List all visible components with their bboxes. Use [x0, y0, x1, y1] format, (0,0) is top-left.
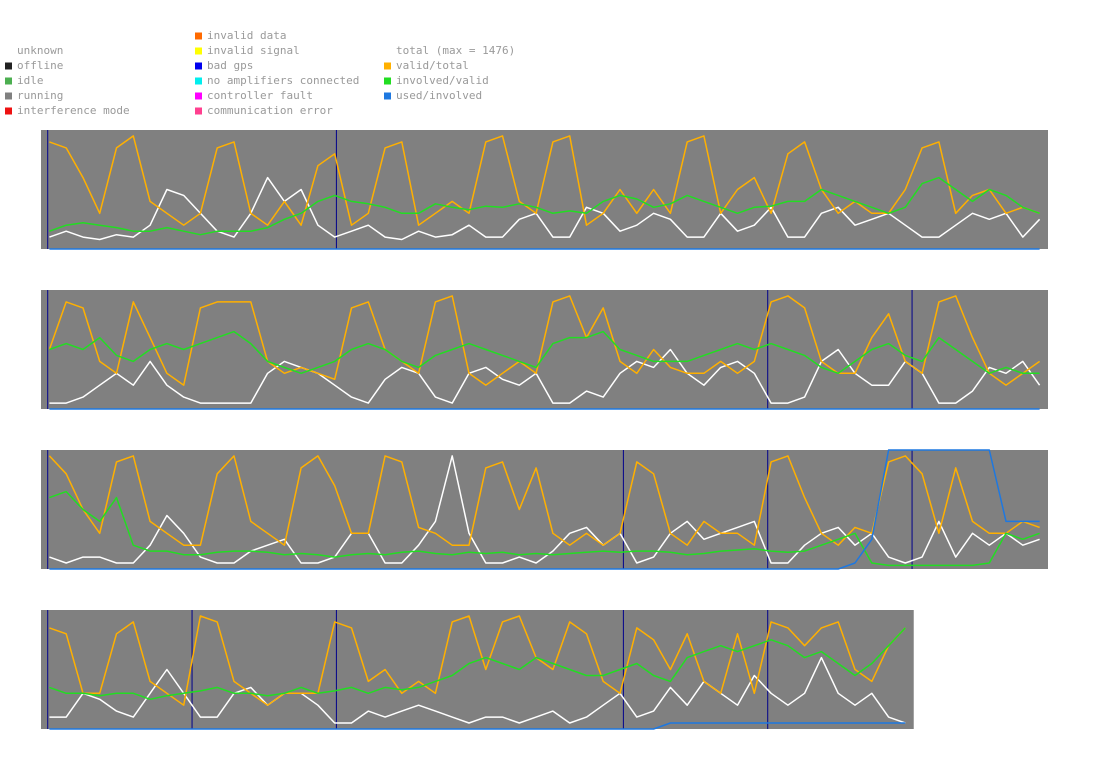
- legend-swatch: [195, 47, 202, 55]
- plot-background: [41, 130, 1048, 249]
- legend-label: invalid data: [207, 29, 286, 42]
- legend-swatch: [195, 107, 202, 115]
- legend-swatch: [195, 32, 202, 40]
- legend-label: involved/valid: [396, 74, 489, 87]
- legend-swatch: [384, 47, 391, 55]
- legend-swatch: [195, 92, 202, 100]
- legend-swatch: [384, 92, 391, 100]
- legend-swatch: [195, 62, 202, 70]
- legend-label: controller fault: [207, 89, 313, 102]
- legend-label: offline: [17, 59, 63, 72]
- legend-swatch: [5, 47, 12, 55]
- series-line: [49, 348, 1041, 404]
- series-line: [49, 135, 1040, 226]
- legend-label: used/involved: [396, 89, 482, 102]
- series-line: [49, 627, 906, 701]
- series-line: [49, 455, 1040, 564]
- legend-swatch: [195, 77, 202, 85]
- legend-swatch: [384, 77, 391, 85]
- legend-label: interference mode: [17, 104, 130, 117]
- legend-label: invalid signal: [207, 44, 300, 57]
- series-line: [49, 722, 906, 730]
- plot-background: [41, 450, 1048, 569]
- legend-label: communication error: [207, 104, 333, 117]
- series-line: [49, 176, 1040, 236]
- series-line: [48, 295, 1041, 386]
- legend-label: no amplifiers connected: [207, 74, 359, 87]
- series-line: [49, 656, 906, 724]
- plot-background: [41, 610, 914, 729]
- legend-label: valid/total: [396, 59, 469, 72]
- series-line: [49, 490, 1040, 567]
- legend-swatch: [5, 77, 12, 85]
- legend-swatch: [5, 107, 12, 115]
- legend-label: total (max = 1476): [396, 44, 515, 57]
- series-line: [49, 449, 1040, 570]
- legend-label: running: [17, 89, 63, 102]
- legend-label: idle: [17, 74, 44, 87]
- legend-label: bad gps: [207, 59, 253, 72]
- legend-swatch: [5, 92, 12, 100]
- series-line: [49, 330, 1040, 375]
- legend-swatch: [384, 62, 391, 70]
- series-line: [49, 615, 906, 706]
- series-line: [49, 176, 1041, 241]
- legend-swatch: [5, 62, 12, 70]
- legend-label: unknown: [17, 44, 63, 57]
